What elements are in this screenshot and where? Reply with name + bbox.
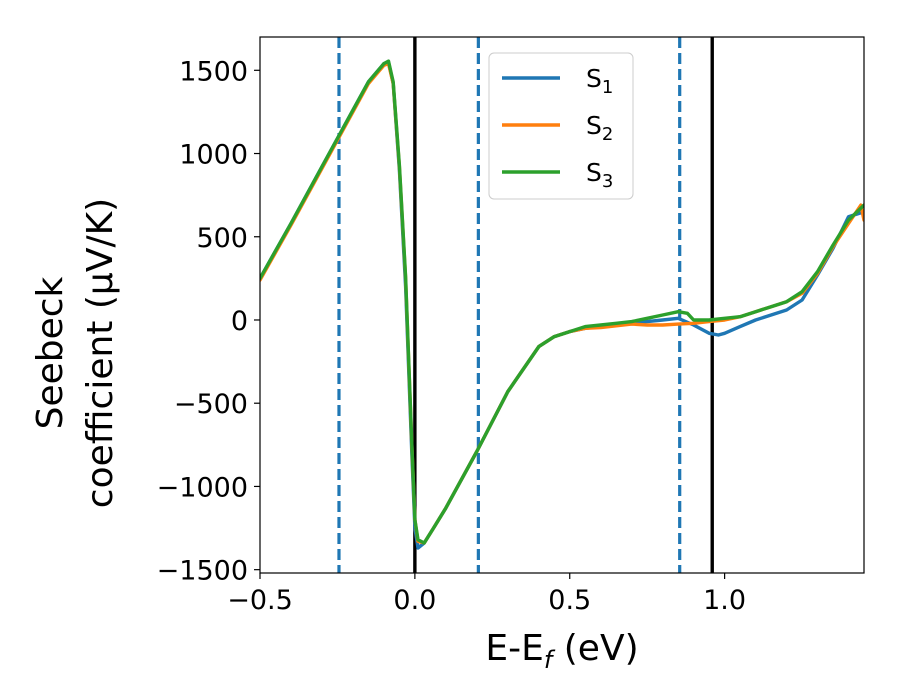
y-tick-label: −1500 <box>157 556 248 587</box>
legend-label-s2: S2 <box>586 111 613 145</box>
y-tick-label: 500 <box>196 223 248 254</box>
y-tick-label: 1000 <box>179 140 248 171</box>
y-axis-label-line1: Seebeck <box>30 276 71 429</box>
series-lines <box>260 59 864 550</box>
legend: S1 S2 S3 <box>488 52 634 200</box>
y-axis-label: Seebeck coefficient (μV/K) <box>30 198 121 508</box>
legend-label-s1: S1 <box>586 64 613 98</box>
x-tick-label: 1.0 <box>703 585 746 616</box>
x-tick-label: 0.5 <box>548 585 591 616</box>
y-tick-label: −1000 <box>157 472 248 503</box>
y-axis-label-line2: coefficient (μV/K) <box>80 198 121 508</box>
legend-label-s3: S3 <box>586 158 613 192</box>
x-axis-label: E-Ef (eV) <box>485 628 638 674</box>
y-tick-label: 0 <box>231 306 248 337</box>
plot-frame <box>259 36 865 574</box>
y-axis: −1500 −1000 −500 0 500 1000 1500 <box>157 56 260 587</box>
x-axis: −0.5 0.0 0.5 1.0 <box>227 573 746 616</box>
legend-box <box>488 52 634 200</box>
y-tick-label: 1500 <box>179 56 248 87</box>
x-tick-label: −0.5 <box>227 585 293 616</box>
y-tick-label: −500 <box>174 389 248 420</box>
x-tick-label: 0.0 <box>393 585 436 616</box>
series-line-s3 <box>260 59 864 545</box>
